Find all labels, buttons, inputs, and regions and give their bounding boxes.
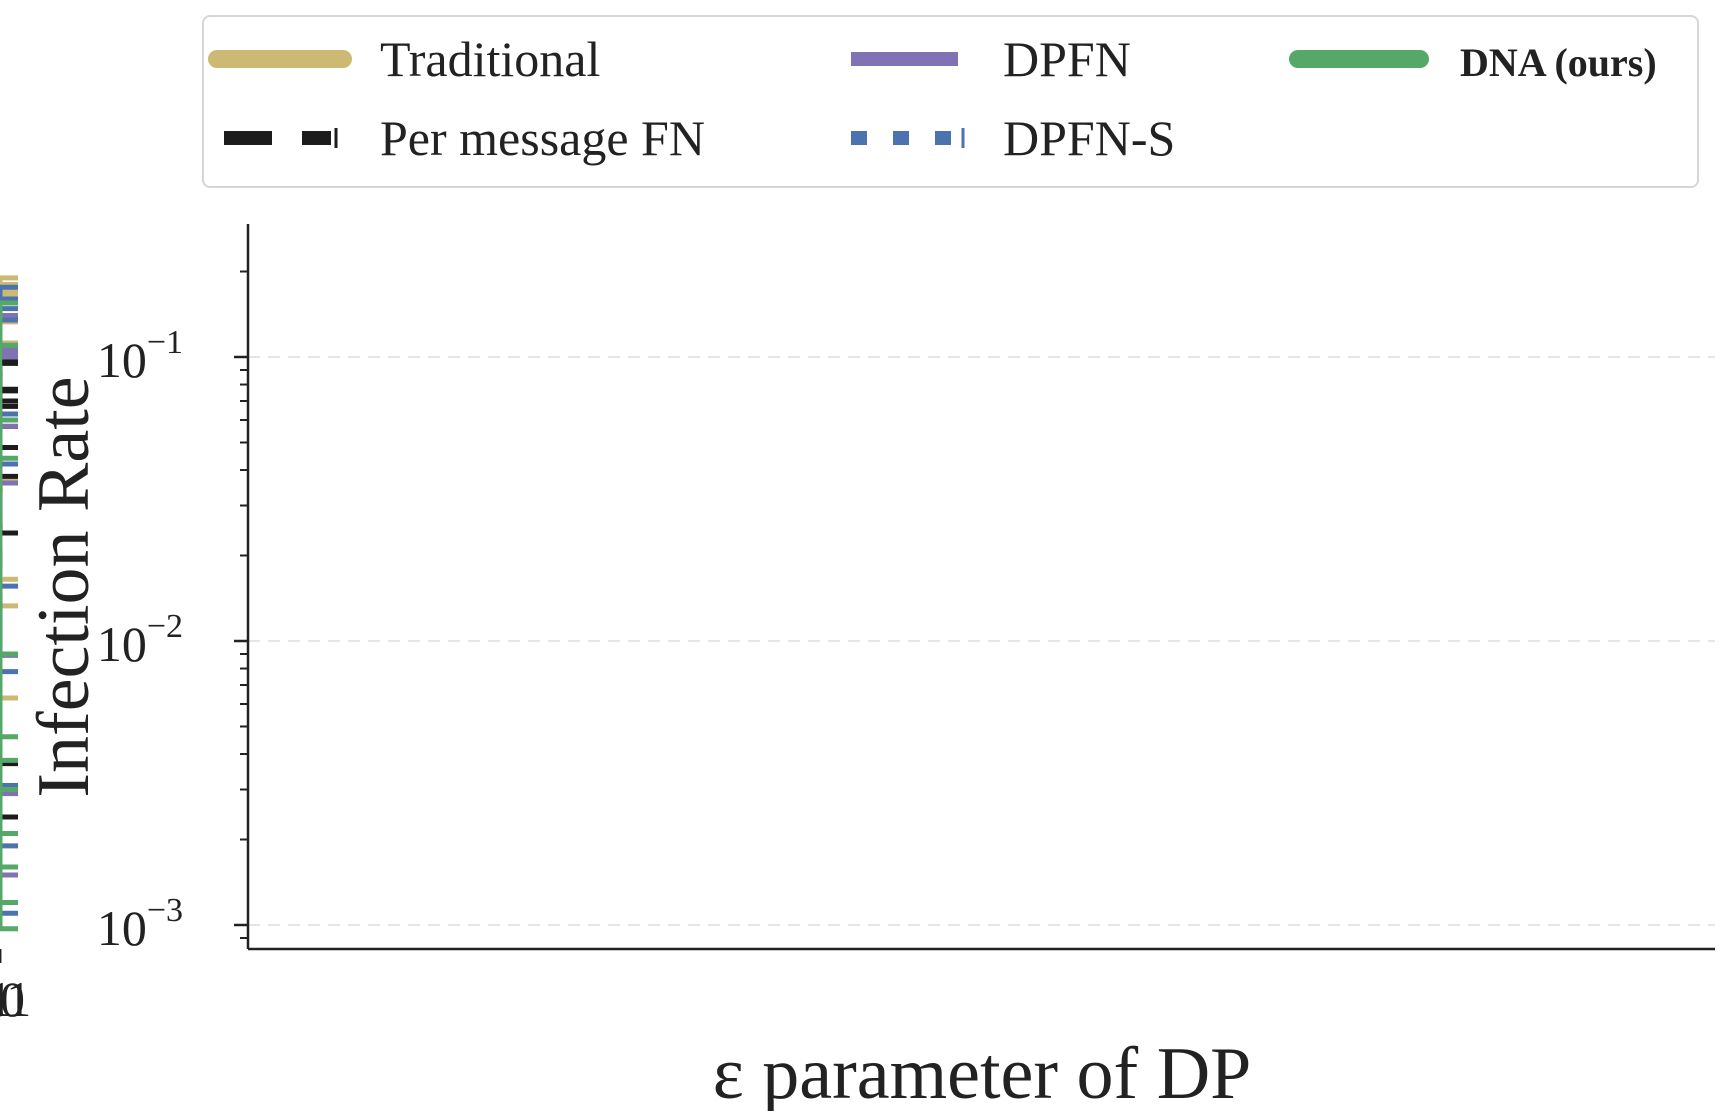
legend-label: DPFN — [1003, 31, 1131, 87]
data-point — [0, 290, 3, 296]
y-tick-label: 10−1 — [97, 324, 183, 388]
x-tick-label: 0.1 — [0, 971, 31, 1027]
y-tick-label: 10−3 — [97, 892, 183, 956]
axes — [246, 224, 1715, 951]
data-point — [0, 320, 3, 326]
legend-entry: Per message FN — [224, 110, 705, 166]
legend-label: Per message FN — [380, 110, 705, 166]
legend-label: Traditional — [380, 31, 600, 87]
grid-lines — [248, 356, 1715, 926]
legend-entry: DPFN-S — [851, 110, 1175, 166]
series-dna-ours — [0, 300, 18, 932]
x-ticks: 0.1110 — [0, 949, 31, 1027]
legend-label: DPFN-S — [1003, 110, 1175, 166]
y-tick-label: 10−2 — [97, 608, 183, 672]
data-point — [0, 860, 3, 866]
legend-label: DNA (ours) — [1460, 40, 1657, 85]
series-layer — [0, 275, 18, 932]
legend-entry: DNA (ours) — [1289, 40, 1657, 85]
legend: Traditional Per message FN DPFN DPFN-S DNA (… — [202, 15, 1699, 188]
y-ticks: 10−1 10−2 10−3 — [97, 270, 248, 956]
y-axis-label: Infection Rate — [23, 376, 105, 797]
x-tick-label: 1 — [0, 971, 13, 1027]
legend-entry: DPFN — [851, 31, 1131, 87]
data-point — [0, 819, 3, 825]
x-axis-label: ε parameter of DP — [713, 1033, 1252, 1111]
data-point — [0, 435, 3, 441]
data-point — [0, 693, 3, 699]
data-point — [0, 795, 3, 801]
x-tick-label: 10 — [0, 971, 25, 1027]
legend-entry: Traditional — [208, 31, 600, 87]
